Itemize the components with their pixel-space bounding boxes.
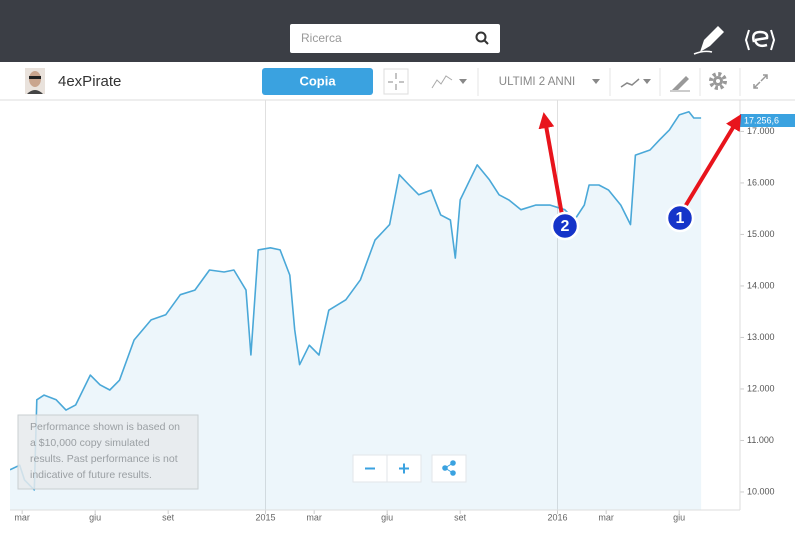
disclaimer-line: Performance shown is based on — [30, 421, 180, 433]
share-button[interactable] — [431, 454, 467, 483]
last-value-box — [740, 114, 795, 127]
x-tick-label: set — [454, 512, 467, 522]
y-tick-label: 12.000 — [747, 383, 775, 393]
y-tick-label: 16.000 — [747, 177, 775, 187]
copy-button[interactable] — [262, 68, 373, 95]
y-tick-label: 17.000 — [747, 126, 775, 136]
y-tick-label: 14.000 — [747, 280, 775, 290]
disclaimer-line: results. Past performance is not — [30, 453, 178, 465]
copy-button-label: Copia — [299, 73, 336, 88]
annotation-badge — [550, 211, 580, 241]
chart-type-button[interactable] — [431, 75, 467, 89]
line-style-button[interactable] — [620, 78, 651, 88]
search-box[interactable] — [290, 24, 500, 53]
disclaimer-box — [17, 414, 199, 490]
last-value-label: 17.256,6 — [744, 115, 779, 125]
disclaimer-line: a $10,000 copy simulated — [30, 437, 150, 449]
annotation-number: 2 — [561, 218, 570, 235]
disclaimer: Performance shown is based on a $10,000 c… — [30, 421, 180, 481]
fullscreen-button[interactable] — [753, 74, 768, 89]
search-placeholder: Ricerca — [301, 31, 342, 45]
chart: mar giu set 2015 mar giu set 2016 mar giu10.00011… — [10, 100, 775, 522]
y-tick-label: 10.000 — [747, 486, 775, 496]
annotation-number: 1 — [676, 210, 685, 227]
x-tick-label: giu — [89, 512, 101, 522]
area — [10, 111, 702, 510]
x-tick-label: mar — [306, 512, 322, 522]
share-icon — [442, 460, 456, 476]
avatar[interactable] — [25, 68, 45, 94]
settings-button[interactable] — [709, 72, 727, 90]
search-icon[interactable] — [475, 31, 489, 45]
x-tick-label: mar — [598, 512, 614, 522]
last-value: 17.256,6 — [740, 114, 795, 127]
logo[interactable] — [744, 29, 776, 51]
period-dropdown-arrow[interactable] — [592, 79, 600, 84]
x-tick-label: giu — [381, 512, 393, 522]
x-tick-label: 2015 — [255, 512, 275, 522]
crosshair-button[interactable] — [383, 68, 409, 95]
draw-button[interactable] — [670, 76, 690, 92]
annotation-arrow — [538, 112, 564, 216]
edit-icon[interactable] — [693, 26, 724, 55]
line — [10, 111, 702, 491]
series — [10, 111, 702, 510]
x-tick-label: 2016 — [547, 512, 567, 522]
user-name[interactable]: 4exPirate — [58, 73, 121, 90]
y-tick-label: 13.000 — [747, 332, 775, 342]
y-tick-label: 11.000 — [747, 435, 774, 445]
crosshair-icon — [388, 73, 404, 90]
annotation-badge — [665, 203, 695, 233]
x-tick-label: set — [162, 512, 175, 522]
zoom-in-icon — [399, 463, 409, 474]
disclaimer-line: indicative of future results. — [30, 469, 152, 481]
period-selector[interactable]: ULTIMI 2 ANNI — [499, 76, 575, 88]
y-tick-label: 15.000 — [747, 229, 775, 239]
x-tick-label: mar — [14, 512, 30, 522]
ticks: mar giu set 2015 mar giu set 2016 mar giu10.00011… — [14, 100, 775, 522]
x-tick-label: giu — [673, 512, 685, 522]
annotation-arrow — [681, 114, 742, 212]
